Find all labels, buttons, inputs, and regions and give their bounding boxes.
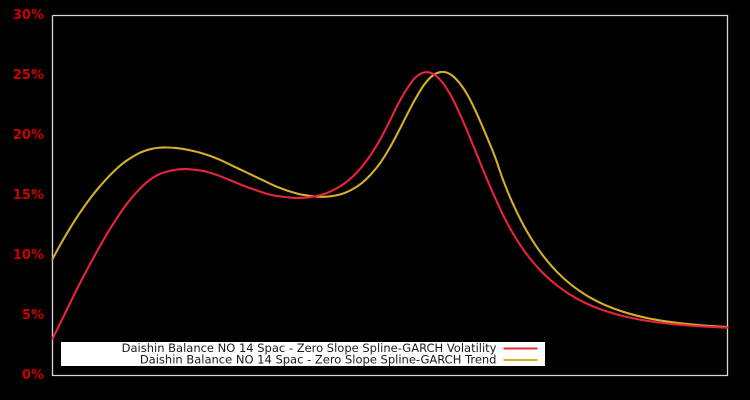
y-tick-label-0: 0% bbox=[22, 368, 44, 383]
y-tick-label-5: 5% bbox=[22, 308, 44, 323]
legend-label-0: Daishin Balance NO 14 Spac - Zero Slope … bbox=[122, 341, 497, 355]
y-tick-label-25: 25% bbox=[13, 68, 44, 83]
y-tick-label-10: 10% bbox=[13, 248, 44, 263]
y-tick-label-30: 30% bbox=[13, 8, 44, 23]
chart-legend[interactable]: Daishin Balance NO 14 Spac - Zero Slope … bbox=[60, 341, 546, 367]
data-series-group bbox=[51, 70, 729, 340]
legend-background bbox=[60, 341, 546, 367]
y-tick-label-20: 20% bbox=[13, 128, 44, 143]
y-axis-tick-labels: 30% 25% 20% 15% 10% 5% 0% bbox=[13, 8, 44, 383]
series-line-volatility bbox=[51, 71, 729, 340]
series-line-trend bbox=[51, 70, 729, 329]
y-tick-label-15: 15% bbox=[13, 188, 44, 203]
legend-label-1: Daishin Balance NO 14 Spac - Zero Slope … bbox=[140, 353, 497, 367]
plot-frame bbox=[51, 14, 729, 377]
plot-border bbox=[51, 14, 729, 377]
